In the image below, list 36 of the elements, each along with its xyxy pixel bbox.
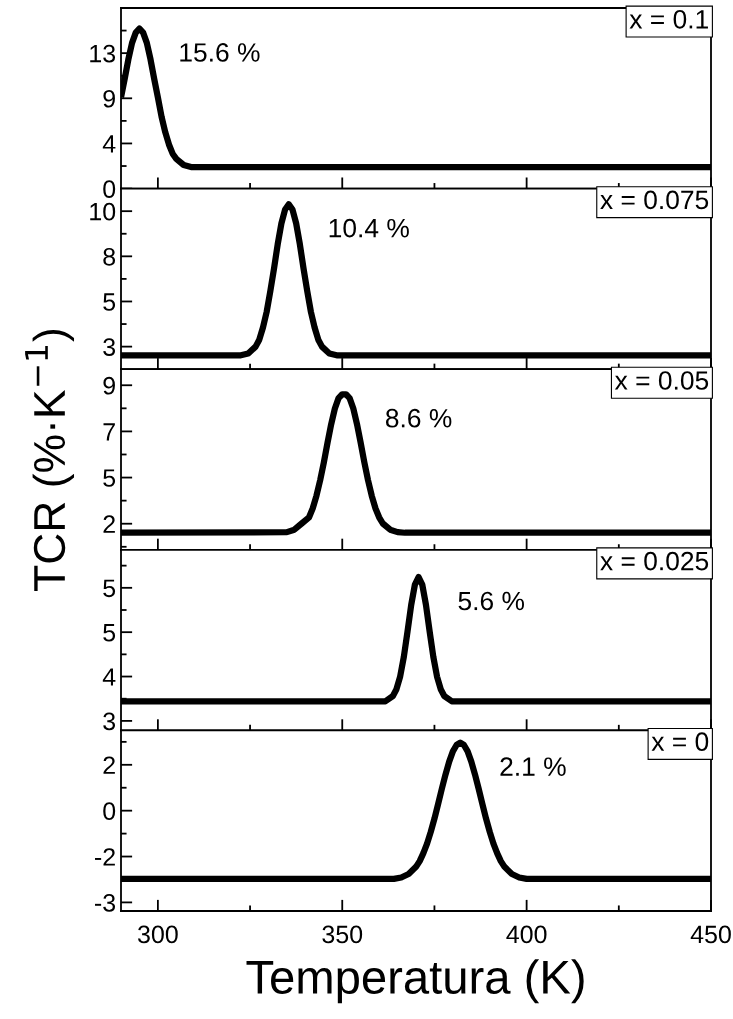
annotation: 8.6 % — [385, 408, 452, 428]
y-tick-label: 5 — [103, 624, 116, 642]
y-tick-label: 8 — [103, 247, 116, 266]
y-tick-label: -2 — [95, 848, 115, 866]
annotation: x = 0.05 — [614, 371, 709, 390]
y-tick-label: 4 — [102, 668, 116, 686]
y-tick-label: -3 — [95, 894, 116, 912]
x-tick-label: 350 — [322, 925, 363, 944]
annotation: x = 0.025 — [600, 551, 709, 571]
y-tick-label: 9 — [103, 376, 115, 395]
x-tick-label: 450 — [690, 925, 731, 944]
annotation: x = 0.1 — [629, 9, 708, 29]
y-tick-label: 0 — [103, 180, 116, 198]
y-tick-label: 2 — [103, 515, 115, 533]
y-tick-label: 4 — [102, 135, 116, 153]
y-axis-title: TCR (%·K$^{−1}$) — [25, 329, 75, 591]
y-tick-label: 2 — [103, 756, 115, 774]
y-tick-label: 9 — [103, 89, 115, 108]
y-tick-label: 7 — [103, 423, 115, 441]
x-tick-label: 400 — [506, 925, 547, 944]
annotation: 2.1 % — [500, 757, 566, 776]
annotation: 15.6 % — [180, 43, 260, 62]
y-tick-label: 5 — [103, 579, 116, 598]
y-tick-label: 5 — [103, 293, 116, 311]
y-tick-label: 3 — [103, 338, 116, 356]
annotation: 5.6 % — [458, 591, 525, 611]
y-tick-label: 10 — [90, 202, 116, 221]
y-tick-label: 5 — [103, 469, 116, 487]
y-tick-label: 0 — [103, 802, 116, 820]
y-tick-label: 3 — [103, 712, 116, 731]
annotation: 10.4 % — [329, 218, 409, 238]
y-tick-label: 13 — [90, 44, 116, 63]
x-axis-title: Temperatura (K) — [246, 959, 584, 1004]
annotation: x = 0 — [651, 732, 709, 752]
x-tick-label: 300 — [137, 925, 178, 944]
annotation: x = 0.075 — [600, 190, 709, 210]
